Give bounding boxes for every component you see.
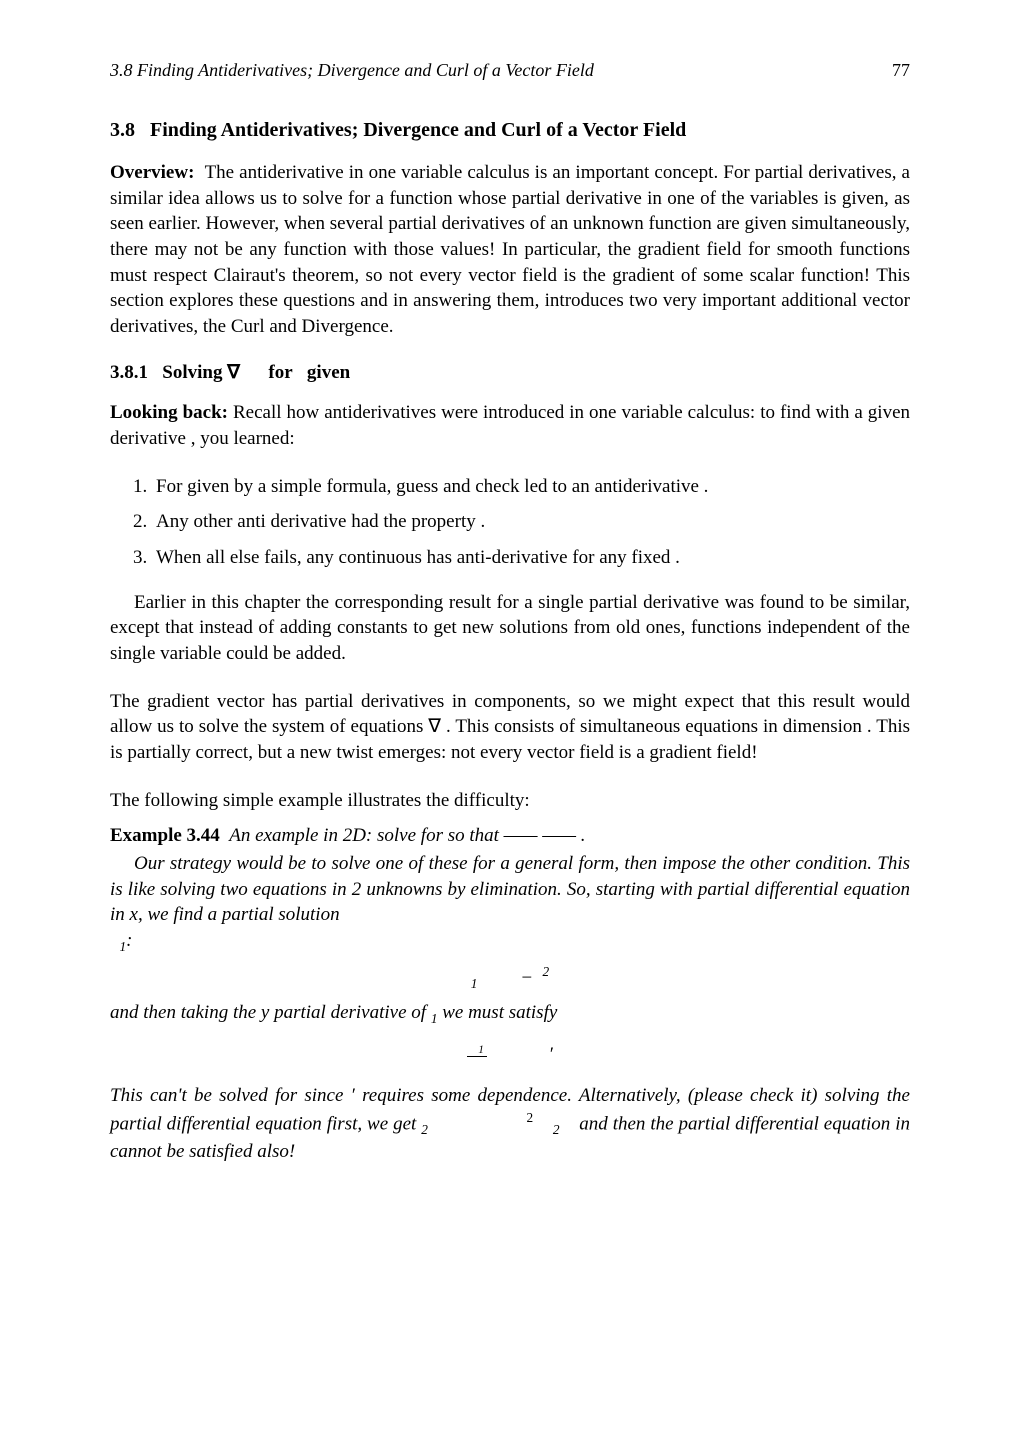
fraction: 1 — [467, 1036, 487, 1075]
equation-1: 1 − 2 — [110, 964, 910, 992]
list-item: When all else fails, any continuous has … — [152, 545, 910, 571]
looking-back-label: Looking back: — [110, 402, 228, 423]
section-number: 3.8 — [110, 119, 135, 141]
page-number: 77 — [892, 60, 910, 81]
subsection-number: 3.8.1 — [110, 362, 148, 383]
frac-sub: 1 — [478, 1044, 484, 1056]
overview-paragraph: Overview: The antiderivative in one vari… — [110, 160, 910, 339]
overview-label: Overview: — [110, 162, 194, 183]
equation-2: 1 ′ — [110, 1036, 910, 1075]
section-name: Finding Antiderivatives; Divergence and … — [150, 119, 686, 141]
body3-sup: 2 — [527, 1110, 534, 1125]
body2-post: we must satisfy — [437, 1002, 557, 1023]
header-left: 3.8 Finding Antiderivatives; Divergence … — [110, 60, 594, 81]
paragraph-earlier: Earlier in this chapter the correspondin… — [110, 590, 910, 667]
numbered-list: For given by a simple formula, guess and… — [110, 474, 910, 571]
subsection-title: 3.8.1 Solving ∇ for given — [110, 361, 910, 384]
example-body-3: This can't be solved for since ′ require… — [110, 1083, 910, 1164]
page-root: 3.8 Finding Antiderivatives; Divergence … — [0, 0, 1020, 1443]
subsection-mid: for — [268, 362, 292, 383]
looking-back-text: Recall how antiderivatives were introduc… — [110, 402, 910, 449]
frac-den — [467, 1057, 487, 1075]
eq1-sub: 1 — [471, 976, 478, 991]
list-item: For given by a simple formula, guess and… — [152, 474, 910, 500]
example-body-1: Our strategy would be to solve one of th… — [110, 851, 910, 928]
example-sub1-line: 1: — [110, 928, 910, 956]
body3-sub1: 2 — [421, 1122, 428, 1137]
eq1-sup: 2 — [543, 964, 550, 979]
body3-sub2: 2 — [553, 1122, 560, 1137]
paragraph-following: The following simple example illustrates… — [110, 788, 910, 814]
looking-back-paragraph: Looking back: Recall how antiderivatives… — [110, 400, 910, 451]
overview-text: The antiderivative in one variable calcu… — [110, 162, 910, 337]
eq2-prime: ′ — [549, 1044, 553, 1065]
page-header: 3.8 Finding Antiderivatives; Divergence … — [110, 60, 910, 81]
eq1-minus: − — [520, 967, 533, 988]
example-header: Example 3.44 An example in 2D: solve for… — [110, 825, 910, 847]
frac-num: 1 — [467, 1036, 487, 1057]
section-title: 3.8 Finding Antiderivatives; Divergence … — [110, 119, 910, 142]
example-head: An example in 2D: solve for so that —— —… — [229, 825, 585, 846]
list-item: Any other anti derivative had the proper… — [152, 509, 910, 535]
colon: : — [126, 930, 132, 951]
example-body-2: and then taking the y partial derivative… — [110, 1000, 910, 1028]
subsection-prefix: Solving ∇ — [162, 362, 240, 383]
paragraph-gradient: The gradient vector has partial derivati… — [110, 689, 910, 766]
body2-pre: and then taking the y partial derivative… — [110, 1002, 431, 1023]
example-label: Example 3.44 — [110, 825, 220, 846]
subsection-suffix: given — [307, 362, 350, 383]
